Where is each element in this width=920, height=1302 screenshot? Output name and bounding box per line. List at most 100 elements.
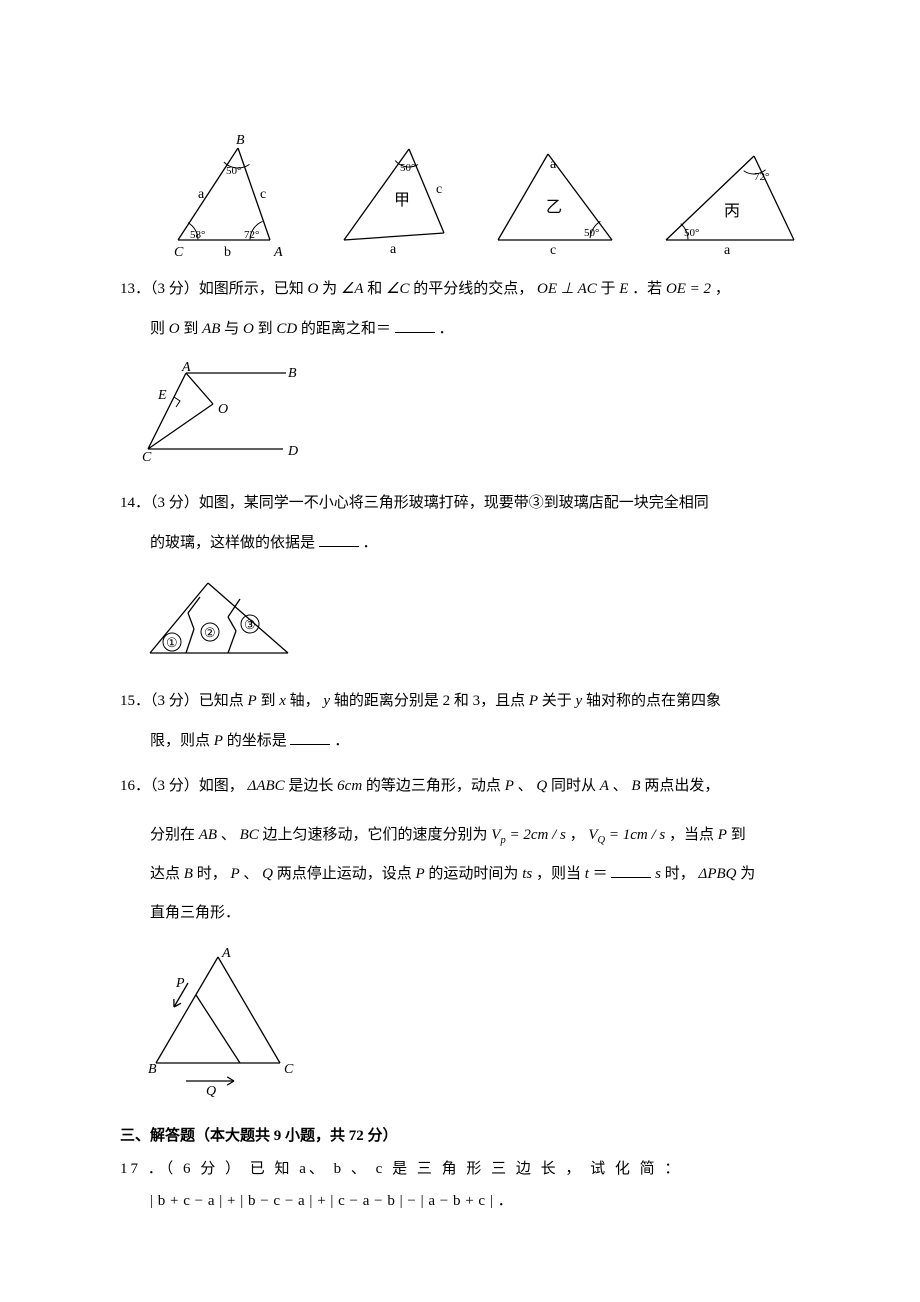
q16-part: 的运动时间为 [428,866,518,882]
q16-part: 时， [665,866,695,882]
svg-text:72°: 72° [244,229,259,241]
q15-part: 轴， [290,693,320,709]
q15-part: 的坐标是 [227,733,287,749]
q15-P2: P [529,693,538,709]
q13-svg: ABCDEO [138,359,308,467]
q16-line2: 分别在 AB 、 BC 边上匀速移动，它们的速度分别为 Vp = 2cm / s… [150,816,820,933]
q15-part: 轴对称的点在第四象 [586,693,721,709]
svg-text:B: B [288,366,297,381]
q16-ts: ts [522,866,532,882]
triangle-yi: 乙 c a 50° [484,132,634,260]
q14-figure: ①②③ [138,573,820,673]
q14-text-a: 14．（3 分）如图，某同学一不小心将三角形玻璃打碎，现要带③到玻璃店配一块完全… [120,495,709,511]
q13-part: 为 [322,281,337,297]
q16-sUnit: s [655,866,661,882]
svg-text:a: a [724,243,731,258]
svg-text:58°: 58° [190,229,205,241]
q13-CD: CD [276,321,297,337]
q16-part: ，当点 [669,827,714,843]
question-16: 16．（3 分）如图， ΔABC 是边长 6cm 的等边三角形，动点 P 、 Q… [120,767,820,933]
svg-text:50°: 50° [400,162,415,174]
q15-part: ． [334,733,349,749]
svg-text:a: a [550,157,557,172]
svg-text:③: ③ [244,617,256,632]
q16-P4: P [416,866,425,882]
q13-part: ． [438,321,453,337]
q16-part: ＝ [593,866,608,882]
q13-O: O [308,281,319,297]
q14-line2: 的玻璃，这样做的依据是 ． [150,525,820,561]
q16-P: P [505,778,514,794]
svg-text:Q: Q [206,1084,216,1099]
q16-part: ，则当 [536,866,581,882]
q14-text-c: ． [363,535,378,551]
section-3-heading: 三、解答题（本大题共 9 小题，共 72 分） [120,1125,820,1148]
q16-t: t [585,866,589,882]
svg-text:B: B [236,133,245,148]
q16-B: B [631,778,640,794]
q13-AB: AB [202,321,220,337]
q15-line2: 限，则点 P 的坐标是 ． [150,723,820,759]
q16-part: 、 [243,866,258,882]
q13-part: 到 [183,321,198,337]
q16-part: 分别在 [150,827,195,843]
q16-B2: B [184,866,193,882]
q16-part: 、 [221,827,236,843]
q15-part: 15．（3 分）已知点 [120,693,244,709]
q13-part: 和 [367,281,382,297]
svg-text:50°: 50° [684,227,699,239]
q16-P3: P [230,866,239,882]
q16-blank [611,862,651,878]
svg-text:c: c [436,182,442,197]
svg-text:甲: 甲 [394,192,410,209]
svg-text:①: ① [166,635,178,650]
svg-text:50°: 50° [584,227,599,239]
svg-text:a: a [198,187,205,202]
q16-part: 的等边三角形，动点 [366,778,501,794]
svg-text:b: b [224,245,231,260]
q16-figure: ABCPQ [138,945,820,1108]
q16-6cm: 6cm [337,778,362,794]
q16-BC: BC [240,827,259,843]
q13-O3: O [243,321,254,337]
q13-OE2: OE = 2 [666,281,711,297]
q16-Vq: VQ = 1cm / s [588,827,665,843]
svg-text:乙: 乙 [546,199,562,216]
svg-text:B: B [148,1062,157,1077]
svg-text:C: C [284,1062,294,1077]
svg-text:a: a [390,242,397,257]
q15-y: y [323,693,330,709]
svg-text:72°: 72° [754,171,769,183]
q15-part: 限，则点 [150,733,210,749]
q16-ABC: ΔABC [248,778,285,794]
q16-part: 时， [197,866,227,882]
q16-A: A [600,778,609,794]
svg-text:A: A [221,946,231,961]
svg-text:C: C [174,245,184,260]
q13-part: ．若 [632,281,662,297]
svg-text:A: A [273,245,283,260]
q13-part: 的平分线的交点， [413,281,533,297]
q13-figure: ABCDEO [138,359,820,475]
q14-text-b: 的玻璃，这样做的依据是 [150,535,315,551]
q16-part: 、 [613,778,628,794]
triangle-bing: 丙a50°72° [654,138,814,260]
q16-part: 两点停止运动，设点 [277,866,412,882]
q16-Vp: Vp = 2cm / s [491,827,566,843]
q17-line1: 17 ．（ 6 分 ） 已 知 a、 b 、 c 是 三 角 形 三 边 长 ，… [120,1161,682,1177]
q13-OE: OE [537,281,557,297]
q14-blank [319,531,359,547]
svg-text:50°: 50° [226,165,241,177]
q16-svg: ABCPQ [138,945,308,1100]
question-17: 17 ．（ 6 分 ） 已 知 a、 b 、 c 是 三 角 形 三 边 长 ，… [120,1158,820,1181]
q16-part: 同时从 [551,778,596,794]
triangle-original: BCAacb50°58°72° [138,130,304,260]
q17-formula: | b + c − a | + | b − c − a | + | c − a … [150,1190,820,1213]
q15-P: P [248,693,257,709]
q15-y2: y [576,693,583,709]
q16-part: 16．（3 分）如图， [120,778,244,794]
q16-part: 、 [518,778,533,794]
q15-x: x [279,693,286,709]
svg-text:c: c [550,243,556,258]
q13-O2: O [169,321,180,337]
